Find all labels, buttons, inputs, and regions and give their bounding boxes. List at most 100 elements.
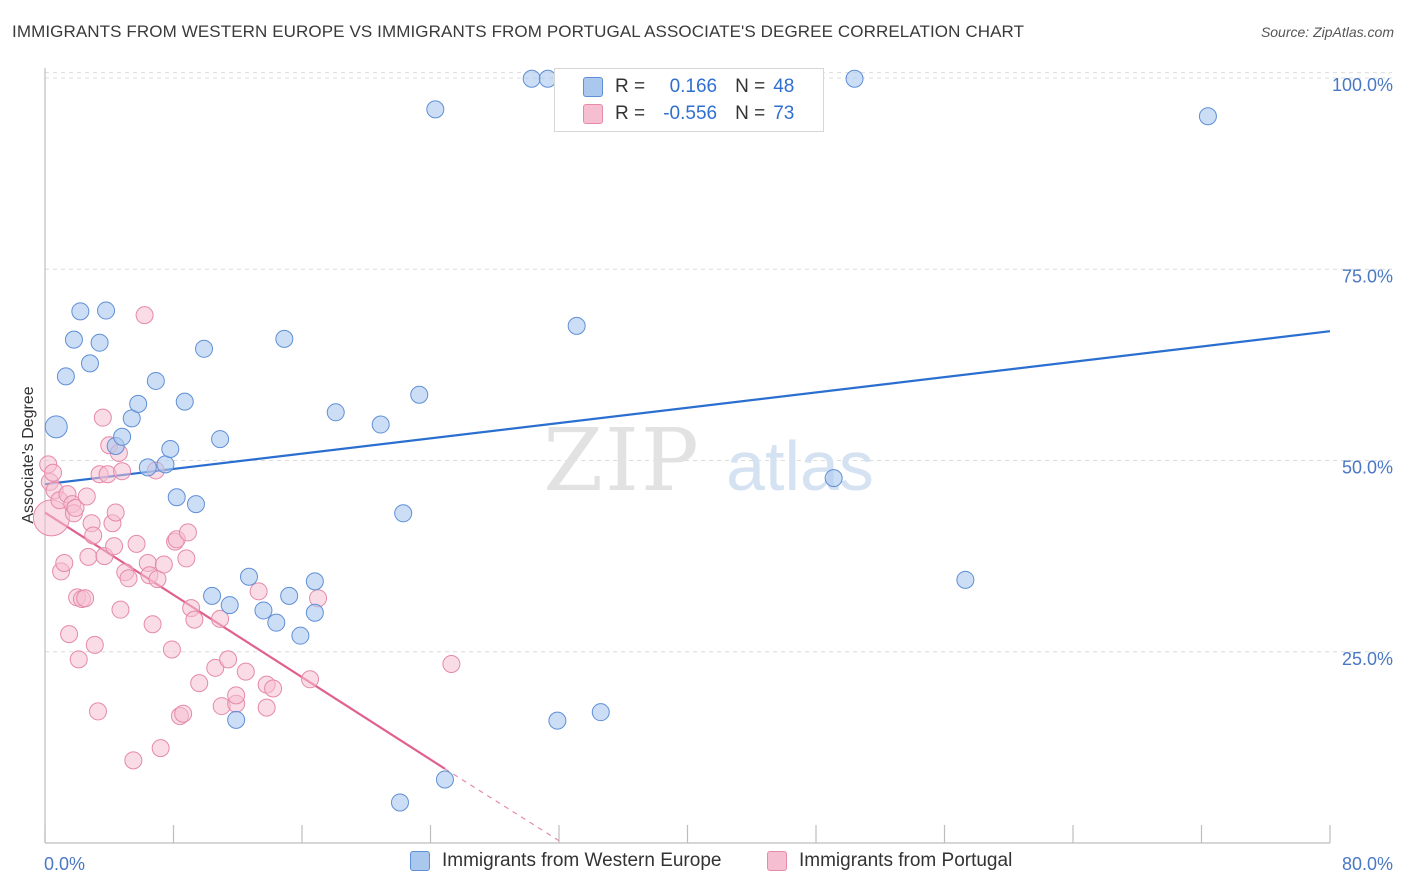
y-axis-label: Associate's Degree	[20, 386, 37, 523]
legend-item-western-europe: Immigrants from Western Europe	[410, 850, 721, 872]
data-point-portugal	[442, 654, 461, 673]
legend-label-portugal: Immigrants from Portugal	[799, 850, 1013, 871]
data-point-western-europe	[195, 339, 214, 358]
data-point-western-europe	[305, 603, 324, 622]
y-tick-label: 25.0%	[1342, 649, 1393, 669]
data-point-western-europe	[146, 371, 165, 390]
data-point-western-europe	[80, 354, 99, 373]
data-point-portugal	[249, 582, 268, 601]
data-point-portugal	[66, 498, 85, 517]
gridlines	[45, 72, 1392, 653]
data-point-western-europe	[239, 567, 258, 586]
data-point-western-europe	[113, 427, 132, 446]
legend-r-value-pink: -0.556	[663, 103, 718, 124]
data-point-western-europe	[156, 455, 175, 474]
source-credit: Source: ZipAtlas.com	[1260, 24, 1394, 40]
data-point-western-europe	[161, 440, 180, 459]
data-point-portugal	[264, 679, 283, 698]
data-point-western-europe	[267, 613, 286, 632]
legend-n-value-blue: 48	[773, 76, 795, 97]
legend-item-portugal: Immigrants from Portugal	[767, 850, 1012, 872]
legend-label-western-europe: Immigrants from Western Europe	[442, 850, 722, 871]
data-point-portugal	[127, 534, 146, 553]
data-point-western-europe	[845, 69, 864, 88]
data-point-portugal	[219, 650, 238, 669]
data-point-portugal	[93, 408, 112, 427]
data-point-portugal	[111, 600, 130, 619]
data-point-portugal	[301, 670, 320, 689]
data-point-western-europe	[275, 329, 294, 348]
x-tick-label: 80.0%	[1342, 854, 1393, 874]
data-point-portugal	[135, 306, 154, 325]
data-point-western-europe	[129, 394, 148, 413]
watermark-zip: ZIP	[543, 411, 701, 511]
data-point-western-europe	[90, 333, 109, 352]
series-portugal-points	[32, 306, 461, 770]
data-point-western-europe	[167, 488, 186, 507]
legend-n-label: N =	[735, 76, 766, 97]
data-point-western-europe	[567, 316, 586, 335]
data-point-western-europe	[254, 601, 273, 620]
data-point-western-europe	[956, 570, 975, 589]
data-point-portugal	[60, 625, 79, 644]
data-point-portugal	[190, 674, 209, 693]
data-point-portugal	[143, 615, 162, 634]
y-tick-label: 100.0%	[1332, 75, 1393, 95]
data-point-western-europe	[71, 302, 90, 321]
data-point-portugal	[55, 554, 74, 573]
data-point-western-europe	[97, 301, 116, 320]
legend-swatch-blue	[410, 851, 430, 871]
data-point-portugal	[113, 462, 132, 481]
series-legend: Immigrants from Western Europe Immigrant…	[0, 850, 1406, 878]
data-point-portugal	[206, 658, 225, 677]
data-point-western-europe	[326, 403, 345, 422]
legend-r-value-blue: 0.166	[669, 76, 718, 97]
y-tick-label: 75.0%	[1342, 266, 1393, 286]
data-point-portugal	[119, 569, 138, 588]
data-point-western-europe	[371, 415, 390, 434]
legend-n-label: N =	[735, 103, 766, 124]
data-point-portugal	[151, 739, 170, 758]
data-point-portugal	[84, 526, 103, 545]
data-point-western-europe	[280, 586, 299, 605]
data-point-portugal	[76, 589, 95, 608]
legend-n-value-pink: 73	[773, 103, 795, 124]
legend-swatch-pink	[767, 851, 787, 871]
data-point-portugal	[154, 555, 173, 574]
data-point-western-europe	[1198, 107, 1217, 126]
data-point-portugal	[185, 610, 204, 629]
data-point-portugal	[79, 547, 98, 566]
data-point-portugal	[309, 589, 328, 608]
data-point-western-europe	[175, 392, 194, 411]
data-point-western-europe	[824, 469, 843, 488]
data-point-portugal	[227, 686, 246, 705]
data-point-western-europe	[522, 69, 541, 88]
data-point-portugal	[162, 640, 181, 659]
data-point-portugal	[236, 662, 255, 681]
watermark-atlas: atlas	[726, 427, 874, 505]
data-point-portugal	[89, 702, 108, 721]
data-point-western-europe	[64, 330, 83, 349]
trend-lines	[44, 330, 1331, 842]
data-point-western-europe	[220, 596, 239, 615]
chart-title: IMMIGRANTS FROM WESTERN EUROPE VS IMMIGR…	[12, 22, 1025, 41]
axes	[44, 68, 1331, 844]
data-point-western-europe	[390, 793, 409, 812]
data-point-western-europe	[211, 430, 230, 449]
data-point-portugal	[177, 549, 196, 568]
data-point-western-europe	[291, 626, 310, 645]
data-point-portugal	[77, 487, 96, 506]
correlation-legend: R = 0.166 N = 48 R = -0.556 N = 73	[554, 68, 824, 132]
legend-swatch-pink	[583, 104, 603, 124]
data-point-portugal	[106, 503, 125, 522]
legend-swatch-blue	[583, 77, 603, 97]
data-point-portugal	[174, 704, 193, 723]
data-point-portugal	[85, 635, 104, 654]
data-point-western-europe	[394, 504, 413, 523]
data-point-western-europe	[435, 770, 454, 789]
data-point-portugal	[124, 751, 143, 770]
data-point-western-europe	[305, 572, 324, 591]
legend-r-label: R =	[615, 103, 646, 124]
trend-line-western-europe	[44, 330, 1331, 486]
data-point-western-europe	[203, 586, 222, 605]
